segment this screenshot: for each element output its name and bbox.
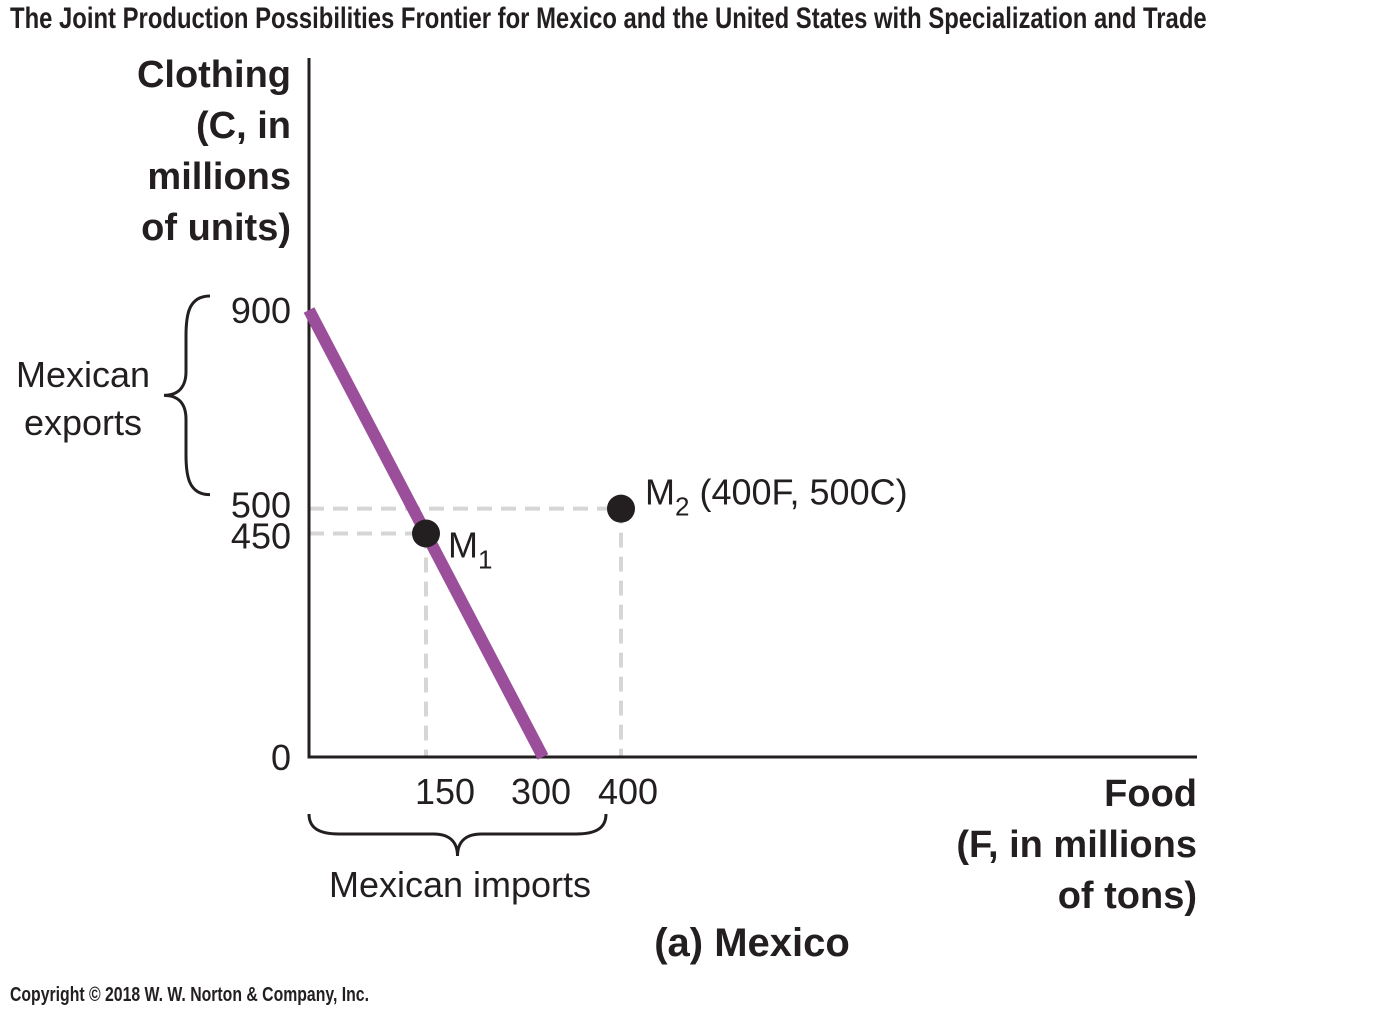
x-axis-title-line-1: Food [1104, 773, 1197, 815]
imports-label: Mexican imports [329, 864, 591, 905]
copyright-notice: Copyright © 2018 W. W. Norton & Company,… [10, 984, 369, 1006]
y-tick-500: 500 [231, 485, 291, 526]
x-tick-400: 400 [598, 771, 658, 812]
exports-label-line-1: Mexican [16, 354, 150, 395]
axis-titles: Clothing (C, in millions of units) Food (F, i… [137, 54, 1197, 965]
point-label-m1: M1 [448, 525, 492, 575]
y-axis-title-line-3: millions [147, 156, 291, 198]
data-points: M1 M2 (400F, 500C) [412, 472, 908, 575]
chart-title: The Joint Production Possibilities Front… [10, 2, 1207, 35]
point-m1 [412, 519, 440, 548]
guide-lines [309, 506, 623, 757]
y-tick-450: 450 [231, 516, 291, 557]
y-axis-title-line-4: of units) [141, 207, 291, 249]
exports-label-line-2: exports [24, 402, 142, 443]
y-tick-0: 0 [271, 737, 291, 778]
panel-label: (a) Mexico [654, 921, 850, 965]
exports-brace [163, 294, 211, 497]
axes [307, 58, 1197, 759]
point-label-m2: M2 (400F, 500C) [645, 472, 908, 522]
y-tick-900: 900 [231, 290, 291, 331]
point-m2 [607, 494, 635, 523]
y-axis-title-line-2: (C, in [196, 105, 291, 147]
x-tick-300: 300 [511, 771, 571, 812]
imports-brace [307, 813, 608, 857]
x-tick-150: 150 [415, 771, 475, 812]
braces: Mexican exports Mexican imports [16, 294, 608, 905]
y-axis-title-line-1: Clothing [137, 54, 291, 96]
x-axis-title-line-2: (F, in millions [956, 824, 1197, 866]
x-axis-title-line-3: of tons) [1058, 875, 1197, 917]
